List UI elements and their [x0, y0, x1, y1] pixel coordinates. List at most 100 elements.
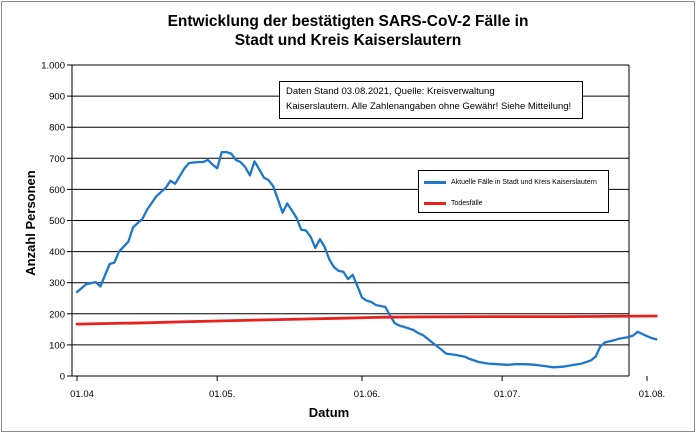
data-point-cases — [221, 151, 223, 153]
y-tick-label: 200 — [49, 309, 65, 320]
data-point-cases — [323, 246, 326, 248]
data-point-cases — [506, 364, 508, 366]
data-point-cases — [174, 183, 176, 185]
data-point-cases — [632, 334, 634, 337]
data-point-cases — [207, 159, 209, 161]
data-point-cases — [655, 338, 658, 341]
data-point-deaths — [113, 322, 116, 325]
y-tick-label: 700 — [49, 154, 65, 165]
data-point-deaths — [566, 315, 569, 318]
legend-swatch-cases — [424, 180, 446, 184]
y-tick-label: 100 — [49, 340, 65, 351]
data-point-cases — [141, 218, 144, 220]
info-box: Daten Stand 03.08.2021, Quelle: Kreisver… — [279, 81, 583, 119]
info-line-2: Kaiserslautern. Alle Zahlenangaben ohne … — [286, 101, 572, 112]
data-point-cases — [403, 326, 405, 328]
data-point-cases — [496, 363, 499, 366]
data-point-cases — [618, 337, 620, 340]
data-point-cases — [108, 263, 111, 265]
data-point-cases — [225, 151, 228, 153]
legend-swatch-deaths — [424, 201, 446, 205]
data-point-cases — [431, 341, 433, 344]
data-point-cases — [636, 331, 639, 333]
data-point-deaths — [179, 321, 181, 323]
legend-label-cases: Aktuelle Fälle in Stadt und Kreis Kaiser… — [451, 178, 597, 186]
legend-item-cases: Aktuelle Fälle in Stadt und Kreis Kaiser… — [424, 177, 597, 187]
data-point-cases — [534, 364, 536, 366]
series-line-deaths — [75, 314, 658, 326]
data-point-cases — [76, 291, 78, 293]
x-tick-label: 01.04 — [70, 389, 94, 400]
data-point-cases — [646, 335, 648, 338]
data-point-cases — [127, 240, 130, 243]
data-point-deaths — [300, 318, 303, 320]
data-point-deaths — [146, 322, 148, 324]
data-point-cases — [188, 162, 190, 164]
data-point-cases — [216, 167, 218, 170]
data-point-cases — [384, 306, 387, 308]
data-point-cases — [562, 365, 564, 368]
data-point-cases — [295, 217, 298, 219]
data-point-deaths — [342, 317, 345, 320]
data-point-cases — [314, 247, 317, 249]
legend-item-deaths: Todesfälle — [424, 198, 483, 208]
data-point-cases — [272, 185, 275, 188]
data-point-cases — [94, 281, 97, 283]
data-point-cases — [328, 258, 331, 261]
data-point-cases — [580, 362, 583, 365]
series-layer — [75, 150, 658, 369]
data-point-cases — [286, 202, 289, 205]
data-point-deaths — [216, 320, 218, 322]
legend: Aktuelle Fälle in Stadt und Kreis Kaiser… — [418, 170, 609, 213]
data-point-deaths — [258, 319, 261, 321]
data-point-cases — [365, 299, 368, 302]
x-tick-label: 01.08. — [639, 389, 665, 400]
data-point-cases — [249, 174, 251, 177]
y-tick-label: 800 — [49, 123, 65, 134]
data-point-cases — [641, 333, 644, 335]
data-point-cases — [258, 168, 261, 170]
data-point-cases — [524, 363, 527, 366]
data-point-cases — [478, 361, 480, 363]
x-tick-label: 01.06. — [354, 389, 380, 400]
data-point-cases — [351, 274, 354, 276]
chart-title: Entwicklung der bestätigten SARS-CoV-2 F… — [0, 12, 696, 50]
data-point-cases — [613, 339, 616, 342]
x-axis-label: Datum — [309, 405, 349, 420]
data-point-cases — [267, 179, 270, 181]
data-point-cases — [305, 229, 307, 232]
data-point-cases — [263, 176, 265, 179]
data-point-cases — [590, 359, 592, 362]
data-point-cases — [333, 266, 335, 268]
data-point-cases — [281, 211, 284, 214]
data-point-cases — [169, 179, 172, 182]
data-point-cases — [370, 301, 373, 303]
y-tick-label: 600 — [49, 185, 65, 196]
data-point-deaths — [655, 315, 658, 317]
data-point-cases — [300, 229, 303, 231]
data-point-cases — [468, 358, 471, 360]
data-point-deaths — [496, 315, 499, 318]
data-point-cases — [398, 324, 401, 327]
data-point-cases — [291, 209, 293, 212]
data-point-cases — [183, 167, 186, 170]
chart-title-line-2: Stadt und Kreis Kaiserslautern — [234, 32, 462, 49]
data-point-cases — [627, 336, 630, 338]
data-point-cases — [244, 166, 246, 168]
data-point-cases — [85, 283, 88, 286]
y-tick-label: 1.000 — [41, 61, 65, 72]
y-tick-label: 0 — [60, 372, 65, 383]
data-point-cases — [379, 305, 382, 307]
data-point-cases — [412, 329, 415, 331]
data-point-cases — [239, 161, 242, 163]
data-point-cases — [650, 337, 653, 339]
info-line-1: Daten Stand 03.08.2021, Quelle: Kreisver… — [286, 86, 495, 97]
data-point-cases — [356, 285, 359, 287]
data-point-cases — [337, 270, 340, 272]
data-point-cases — [277, 198, 279, 201]
data-point-cases — [146, 208, 148, 211]
series-group — [75, 314, 658, 326]
y-tick-label: 500 — [49, 216, 65, 227]
data-point-cases — [342, 271, 345, 273]
